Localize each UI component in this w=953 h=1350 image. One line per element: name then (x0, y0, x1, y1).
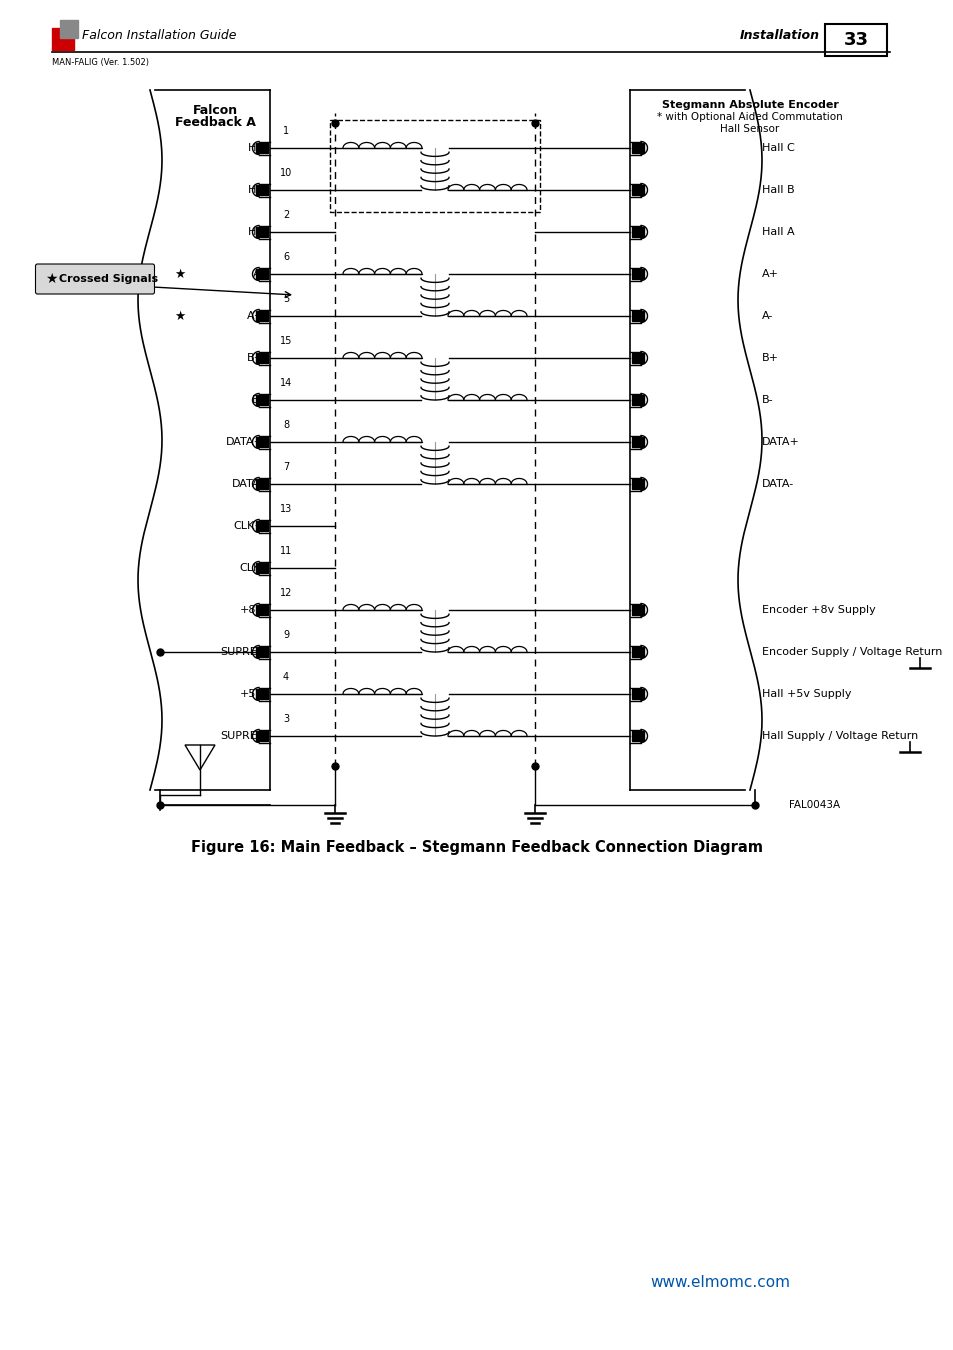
Bar (255, 730, 268, 741)
Text: CLK+: CLK+ (233, 521, 264, 531)
Text: DATA-: DATA- (232, 479, 264, 489)
Bar (632, 227, 643, 238)
Text: Crossed Signals: Crossed Signals (59, 274, 158, 284)
Bar (632, 394, 643, 405)
Bar (632, 352, 643, 363)
Text: Feedback A: Feedback A (174, 116, 255, 130)
Text: Installation: Installation (740, 28, 820, 42)
Bar (255, 352, 268, 363)
Text: A-: A- (761, 310, 773, 321)
Text: 10: 10 (279, 167, 292, 178)
Text: FAL0043A: FAL0043A (788, 801, 840, 810)
Text: ★: ★ (174, 309, 186, 323)
Text: Figure 16: Main Feedback – Stegmann Feedback Connection Diagram: Figure 16: Main Feedback – Stegmann Feed… (191, 840, 762, 855)
Bar (632, 310, 643, 321)
Text: B+: B+ (761, 352, 779, 363)
Text: 9: 9 (283, 630, 289, 640)
Bar (632, 269, 643, 279)
Text: 14: 14 (279, 378, 292, 387)
Text: Hall A: Hall A (761, 227, 794, 238)
Bar (60, 20, 78, 38)
Text: 2: 2 (283, 211, 289, 220)
Text: B+: B+ (247, 352, 264, 363)
Text: Falcon: Falcon (193, 104, 237, 117)
Text: MAN-FALIG (Ver. 1.502): MAN-FALIG (Ver. 1.502) (52, 58, 149, 68)
Bar (52, 28, 74, 50)
Text: 6: 6 (283, 252, 289, 262)
FancyBboxPatch shape (35, 265, 154, 294)
Text: HB: HB (248, 185, 264, 194)
Text: ★: ★ (174, 267, 186, 281)
Bar (255, 688, 268, 699)
Bar (632, 185, 643, 196)
Text: * with Optional Aided Commutation: * with Optional Aided Commutation (657, 112, 842, 122)
Text: www.elmomc.com: www.elmomc.com (649, 1274, 789, 1291)
Text: +8V: +8V (239, 605, 264, 616)
Bar (255, 143, 268, 154)
Text: B-: B- (253, 396, 264, 405)
Text: Encoder +8v Supply: Encoder +8v Supply (761, 605, 875, 616)
Text: Hall Supply / Voltage Return: Hall Supply / Voltage Return (761, 730, 918, 741)
Text: 11: 11 (279, 545, 292, 556)
Text: A+: A+ (761, 269, 779, 279)
Text: Encoder Supply / Voltage Return: Encoder Supply / Voltage Return (761, 647, 942, 657)
Text: DATA+: DATA+ (226, 437, 264, 447)
Bar (255, 394, 268, 405)
Text: DATA+: DATA+ (761, 437, 799, 447)
Bar (255, 227, 268, 238)
Bar (632, 688, 643, 699)
Text: A+: A+ (247, 310, 264, 321)
Text: Hall C: Hall C (761, 143, 794, 153)
Text: 12: 12 (279, 589, 292, 598)
Text: A-: A- (253, 269, 264, 279)
Text: 3: 3 (283, 714, 289, 724)
Bar (632, 436, 643, 447)
Text: +5V: +5V (240, 688, 264, 699)
Text: Hall +5v Supply: Hall +5v Supply (761, 688, 851, 699)
Text: SUPRET: SUPRET (220, 647, 264, 657)
Text: 5: 5 (283, 294, 289, 304)
Text: Hall Sensor: Hall Sensor (720, 124, 779, 134)
Bar (330, 120, 539, 212)
Text: Hall B: Hall B (761, 185, 794, 194)
Bar (632, 478, 643, 490)
Text: CLK-: CLK- (239, 563, 264, 572)
Bar (255, 310, 268, 321)
Text: 13: 13 (279, 504, 292, 514)
Bar (632, 143, 643, 154)
Bar (255, 521, 268, 532)
Text: B-: B- (761, 396, 773, 405)
Bar (255, 563, 268, 574)
Text: 1: 1 (283, 126, 289, 136)
Text: Stegmann Absolute Encoder: Stegmann Absolute Encoder (660, 100, 838, 109)
Text: DATA-: DATA- (761, 479, 794, 489)
Text: ★: ★ (46, 271, 58, 286)
Bar (632, 605, 643, 616)
Bar (255, 436, 268, 447)
Bar (255, 478, 268, 490)
Bar (824, 24, 886, 55)
Text: 15: 15 (279, 336, 292, 346)
Text: HA: HA (248, 227, 264, 238)
Text: Falcon Installation Guide: Falcon Installation Guide (82, 28, 236, 42)
Bar (255, 605, 268, 616)
Bar (255, 185, 268, 196)
Text: SUPRET: SUPRET (220, 730, 264, 741)
Bar (255, 647, 268, 657)
Bar (632, 647, 643, 657)
Bar (255, 269, 268, 279)
Text: 7: 7 (283, 462, 289, 472)
Bar (632, 730, 643, 741)
Text: HC: HC (248, 143, 264, 153)
Text: 33: 33 (842, 31, 867, 49)
Text: 8: 8 (283, 420, 289, 431)
Text: 4: 4 (283, 672, 289, 682)
